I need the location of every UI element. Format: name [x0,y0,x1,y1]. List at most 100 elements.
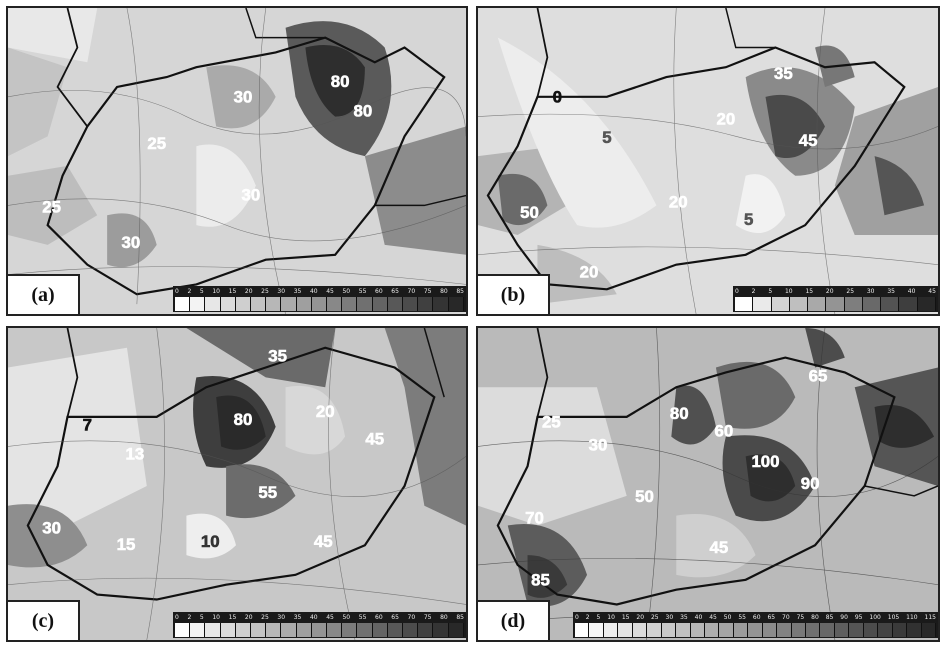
scale-swatch [862,297,882,311]
scale-swatch [618,623,633,637]
scale-swatch [281,297,297,311]
contour-label: 20 [316,402,335,421]
contour-label: 30 [589,435,608,454]
contour-label: 30 [42,518,61,537]
contour-label: 30 [234,88,253,107]
scale-swatch [418,297,434,311]
scale-swatch [311,297,328,311]
map-panel-a: 80 80 30 25 25 30 30 (a) 0 2 5 10 15 20 25 30 35… [6,6,468,316]
contour-label: 55 [258,483,277,502]
precip-map-c: 35 80 20 7 45 13 55 30 15 10 45 [8,328,466,640]
scale-swatch [327,623,343,637]
scale-swatch [433,297,449,311]
contour-label: 90 [801,474,820,493]
scale-swatch [372,297,388,311]
contour-label: 25 [42,197,61,216]
contour-label: 7 [83,416,92,435]
scale-swatch [661,623,677,637]
contour-label: 100 [751,452,779,471]
contour-label: 20 [716,110,735,129]
scale-swatch [205,623,221,637]
scale-swatch [296,623,312,637]
precip-map-a: 80 80 30 25 25 30 30 [8,8,466,314]
scale-swatch [899,297,918,311]
contour-label: 65 [809,366,828,385]
scale-swatch [327,297,343,311]
contour-label: 30 [122,233,141,252]
scale-swatch [235,623,252,637]
scale-swatch [266,623,282,637]
precip-map-d: 65 80 25 60 30 100 90 50 70 45 85 [478,328,938,640]
contour-label: 50 [635,487,654,506]
scale-ticks: 0 2 5 10 15 20 25 30 35 40 45 50 55 60 65 70 75 80 85 [175,614,464,621]
scale-swatch [296,297,312,311]
scale-swatch [418,623,434,637]
scale-swatch [235,297,252,311]
contour-label: 60 [714,422,733,441]
scale-swatch [251,297,267,311]
scale-swatch [771,297,790,311]
scale-swatch [190,623,206,637]
contour-label: 0 [553,88,562,107]
scale-swatch [387,623,404,637]
scale-swatch [433,623,449,637]
scale-swatch [735,297,754,311]
contour-label: 5 [744,210,753,229]
contour-label: 5 [602,128,611,147]
scale-swatch [220,623,236,637]
contour-label: 13 [126,444,145,463]
scale-swatch [748,623,763,637]
scale-swatch [603,623,619,637]
contour-label: 35 [774,64,793,83]
scale-swatch [311,623,328,637]
scale-swatch [704,623,720,637]
scale-swatch [372,623,388,637]
scale-swatch [448,297,464,311]
scale-swatch [844,297,863,311]
scale-swatch [921,623,936,637]
contour-label: 45 [314,532,333,551]
contour-label: 45 [710,538,729,557]
contour-label: 70 [525,509,544,528]
color-scale-legend: 0 2 5 10 15 20 25 30 35 40 45 [733,286,938,312]
scale-swatch [357,623,373,637]
scale-swatch [403,297,419,311]
scale-swatch [190,297,206,311]
contour-label: 80 [670,404,689,423]
scale-swatch [733,623,749,637]
panel-letter: (c) [8,600,80,640]
precip-map-b: 35 0 20 45 5 50 20 5 20 [478,8,938,314]
contour-label: 50 [520,203,539,222]
scale-swatch [220,297,236,311]
scale-swatch [205,297,221,311]
contour-label: 30 [242,186,261,205]
scale-swatch [806,623,821,637]
scale-ticks: 0 2 5 10 15 20 25 30 35 40 45 50 55 60 65 70 75 80 85 90 95 1… [575,614,936,621]
panel-letter: (a) [8,274,80,314]
contour-label: 25 [542,413,561,432]
scale-swatch [917,297,936,311]
map-panel-b: 35 0 20 45 5 50 20 5 20 (b) 0 2 5 10 15 20 25 3… [476,6,940,316]
color-scale-legend: 0 2 5 10 15 20 25 30 35 40 45 50 55 60 65 70 75 80 85 90 95 1… [573,612,938,638]
scale-swatch [907,623,922,637]
contour-label: 80 [354,102,373,121]
contour-label: 80 [331,72,350,91]
contour-label: 85 [531,571,550,590]
scale-swatches [575,623,936,637]
contour-label: 80 [234,410,253,429]
scale-swatch [632,623,648,637]
scale-swatches [175,623,464,637]
contour-label: 20 [580,263,599,282]
scale-swatch [892,623,908,637]
scale-swatch [791,623,806,637]
scale-swatch [251,623,267,637]
scale-ticks: 0 2 5 10 15 20 25 30 35 40 45 [735,288,936,295]
scale-swatch [342,297,358,311]
scale-swatch [281,623,297,637]
scale-swatch [676,623,691,637]
contour-label: 45 [365,430,384,449]
scale-swatch [342,623,358,637]
scale-swatch [753,297,772,311]
